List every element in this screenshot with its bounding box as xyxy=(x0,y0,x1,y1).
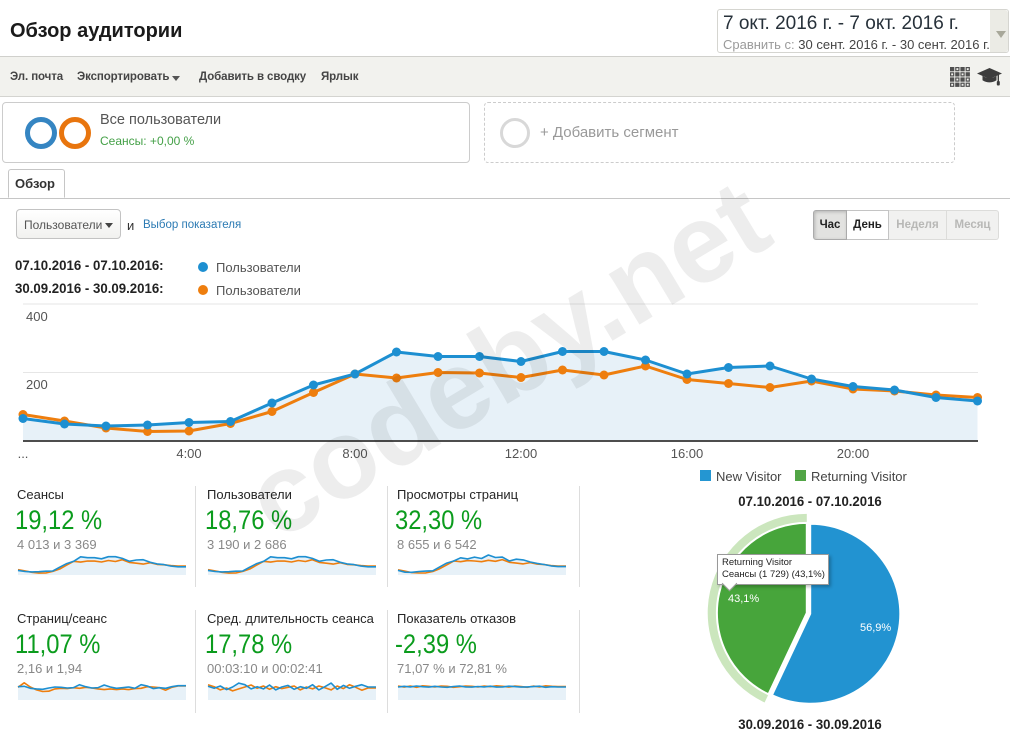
svg-text:8:00: 8:00 xyxy=(342,446,367,461)
svg-text:56,9%: 56,9% xyxy=(860,622,891,634)
svg-text:43,1%: 43,1% xyxy=(728,593,759,605)
svg-text:16:00: 16:00 xyxy=(671,446,704,461)
svg-text:12:00: 12:00 xyxy=(505,446,538,461)
svg-text:200: 200 xyxy=(26,377,48,392)
svg-text:...: ... xyxy=(18,446,29,461)
svg-text:20:00: 20:00 xyxy=(837,446,870,461)
svg-text:4:00: 4:00 xyxy=(176,446,201,461)
svg-text:400: 400 xyxy=(26,309,48,324)
